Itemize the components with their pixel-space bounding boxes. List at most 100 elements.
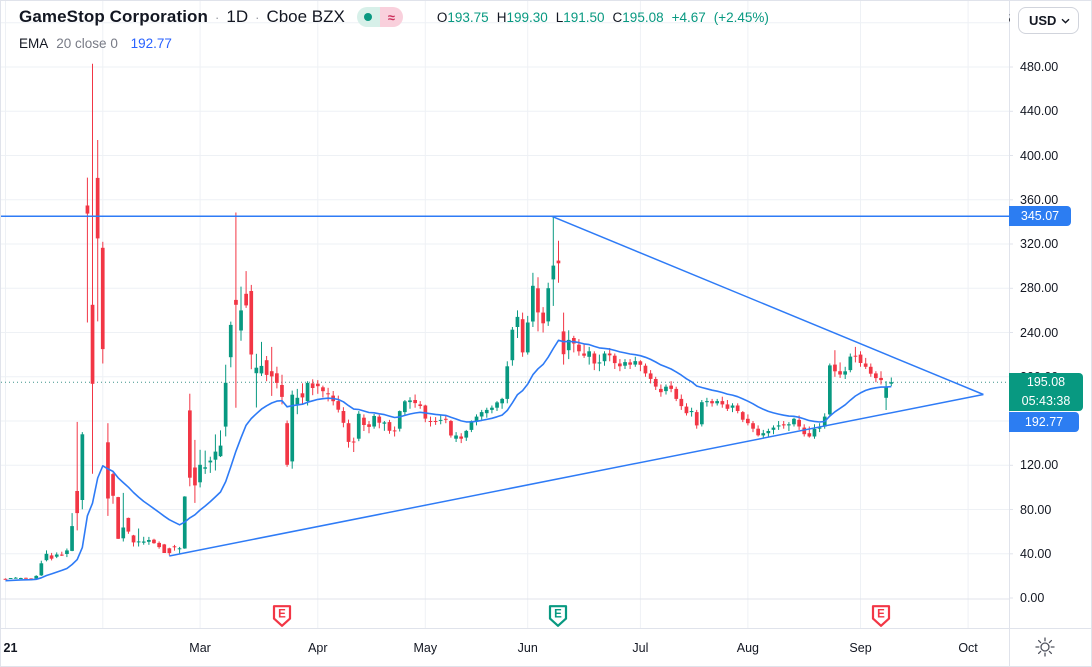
candle-body[interactable] bbox=[633, 361, 638, 365]
candle-body[interactable] bbox=[336, 401, 341, 410]
candle-body[interactable] bbox=[295, 397, 300, 405]
earnings-icon[interactable]: E bbox=[547, 604, 569, 628]
candle-body[interactable] bbox=[756, 428, 760, 436]
candle-body[interactable] bbox=[167, 548, 172, 554]
candle-body[interactable] bbox=[572, 338, 576, 344]
candle-body[interactable] bbox=[833, 364, 837, 372]
candle-body[interactable] bbox=[193, 467, 197, 486]
candle-body[interactable] bbox=[766, 431, 771, 434]
time-axis[interactable]: 21 Mar Apr May Jun Jul Aug Sep Oct E E E bbox=[1, 601, 1009, 666]
candle-body[interactable] bbox=[387, 422, 392, 431]
candle-body[interactable] bbox=[275, 373, 279, 383]
candle-body[interactable] bbox=[817, 427, 822, 429]
candle-body[interactable] bbox=[715, 401, 719, 404]
candle-body[interactable] bbox=[500, 398, 504, 404]
candle-body[interactable] bbox=[49, 555, 54, 559]
candle-body[interactable] bbox=[787, 424, 791, 426]
candle-body[interactable] bbox=[628, 362, 632, 365]
candle-body[interactable] bbox=[39, 563, 44, 576]
candle-body[interactable] bbox=[863, 363, 868, 367]
candle-body[interactable] bbox=[8, 578, 13, 579]
candle-body[interactable] bbox=[561, 331, 566, 355]
candle-body[interactable] bbox=[372, 416, 376, 427]
candle-body[interactable] bbox=[792, 418, 796, 425]
candle-body[interactable] bbox=[249, 291, 254, 355]
candle-body[interactable] bbox=[423, 405, 428, 419]
candle-body[interactable] bbox=[65, 550, 69, 554]
candle-body[interactable] bbox=[90, 304, 95, 384]
candle-body[interactable] bbox=[761, 433, 766, 436]
candle-body[interactable] bbox=[648, 373, 653, 379]
candle-body[interactable] bbox=[884, 387, 888, 398]
candle-body[interactable] bbox=[208, 460, 213, 463]
candle-body[interactable] bbox=[843, 371, 847, 375]
candle-body[interactable] bbox=[838, 371, 842, 375]
candle-body[interactable] bbox=[669, 385, 673, 389]
candle-body[interactable] bbox=[75, 491, 79, 514]
candle-body[interactable] bbox=[474, 416, 479, 421]
candle-body[interactable] bbox=[223, 382, 228, 427]
candle-body[interactable] bbox=[853, 355, 858, 357]
price-axis[interactable]: 5 USD 480.00 440.00 400.00 360.00 320.00 280.… bbox=[1009, 1, 1091, 666]
candle-body[interactable] bbox=[285, 423, 289, 465]
candle-body[interactable] bbox=[469, 421, 474, 430]
candle-body[interactable] bbox=[694, 412, 699, 426]
candle-body[interactable] bbox=[807, 433, 812, 437]
candle-body[interactable] bbox=[612, 355, 617, 364]
candle-body[interactable] bbox=[264, 360, 269, 375]
candle-body[interactable] bbox=[305, 382, 310, 402]
candle-body[interactable] bbox=[346, 423, 351, 442]
candle-body[interactable] bbox=[356, 413, 361, 439]
candle-body[interactable] bbox=[377, 416, 382, 423]
candle-body[interactable] bbox=[408, 400, 412, 403]
candle-body[interactable] bbox=[546, 288, 551, 322]
candle-body[interactable] bbox=[100, 247, 105, 350]
candle-body[interactable] bbox=[213, 451, 218, 460]
candle-body[interactable] bbox=[740, 412, 745, 420]
candle-body[interactable] bbox=[879, 377, 883, 381]
candle-body[interactable] bbox=[510, 329, 515, 361]
candle-body[interactable] bbox=[725, 404, 730, 409]
symbol-title[interactable]: GameStop Corporation bbox=[19, 7, 209, 26]
candle-body[interactable] bbox=[868, 366, 873, 374]
candle-body[interactable] bbox=[602, 353, 607, 362]
candle-body[interactable] bbox=[259, 365, 264, 374]
candle-body[interactable] bbox=[454, 435, 458, 439]
candle-body[interactable] bbox=[111, 474, 115, 496]
candle-body[interactable] bbox=[623, 362, 627, 366]
candle-body[interactable] bbox=[239, 310, 243, 331]
candle-body[interactable] bbox=[218, 445, 223, 457]
candle-body[interactable] bbox=[689, 411, 694, 413]
currency-selector-button[interactable]: USD bbox=[1018, 7, 1080, 34]
candle-body[interactable] bbox=[106, 442, 110, 499]
candle-body[interactable] bbox=[505, 366, 510, 399]
candle-body[interactable] bbox=[710, 401, 714, 404]
candle-body[interactable] bbox=[587, 351, 591, 357]
interval-label[interactable]: 1D bbox=[226, 7, 249, 26]
candle-body[interactable] bbox=[310, 383, 315, 388]
candle-body[interactable] bbox=[54, 554, 59, 557]
trendline-descending[interactable] bbox=[551, 215, 984, 396]
market-status-pill[interactable]: ≈ bbox=[356, 7, 403, 27]
candle-body[interactable] bbox=[24, 577, 28, 579]
candle-body[interactable] bbox=[848, 356, 853, 371]
candle-body[interactable] bbox=[147, 540, 151, 542]
candle-body[interactable] bbox=[536, 288, 540, 313]
candle-body[interactable] bbox=[459, 436, 463, 439]
candle-body[interactable] bbox=[638, 361, 643, 365]
candle-body[interactable] bbox=[618, 363, 622, 367]
candle-body[interactable] bbox=[797, 419, 801, 427]
candle-body[interactable] bbox=[269, 371, 274, 377]
candle-body[interactable] bbox=[479, 412, 484, 417]
ema-line[interactable] bbox=[5, 339, 892, 582]
candle-body[interactable] bbox=[321, 387, 325, 392]
candle-body[interactable] bbox=[659, 388, 663, 393]
candle-body[interactable] bbox=[597, 362, 602, 364]
candle-body[interactable] bbox=[828, 365, 832, 415]
candle-body[interactable] bbox=[44, 553, 49, 561]
candle-body[interactable] bbox=[234, 299, 238, 305]
candle-body[interactable] bbox=[254, 367, 259, 374]
candle-body[interactable] bbox=[19, 578, 23, 579]
candle-body[interactable] bbox=[705, 401, 709, 403]
candle-body[interactable] bbox=[418, 404, 423, 406]
